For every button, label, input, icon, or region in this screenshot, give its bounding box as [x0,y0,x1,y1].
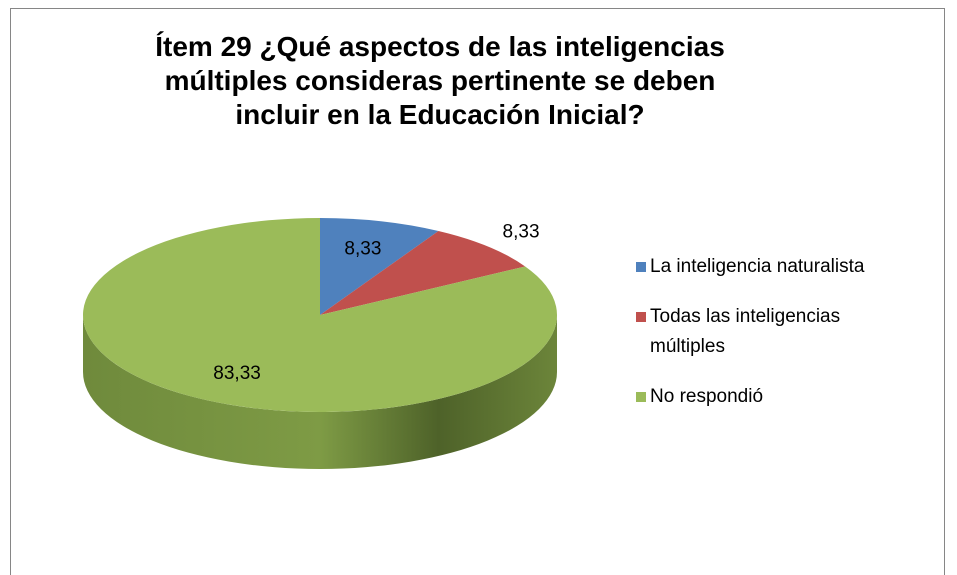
pie-slice [82,218,558,413]
legend-label: La inteligencia naturalista [650,256,865,277]
data-label: 83,33 [213,363,261,384]
legend-label: No respondió [650,386,764,407]
legend: La inteligencia naturalista Todas las int… [636,252,936,432]
pie-slice [320,230,526,315]
data-label: 8,33 [503,222,540,243]
legend-swatch [636,392,646,402]
legend-swatch [636,312,646,322]
legend-item: No respondió [636,382,920,412]
legend-item: Todas las inteligencias múltiples [636,302,920,362]
chart-frame [10,8,945,575]
legend-item: La inteligencia naturalista [636,252,920,282]
legend-label: Todas las inteligencias múltiples [650,306,841,357]
legend-swatch [636,262,646,272]
data-label: 8,33 [344,238,381,259]
chart-title: Ítem 29 ¿Qué aspectos de las inteligenci… [155,31,725,130]
pie-side [83,315,557,469]
pie-slice [320,218,439,315]
